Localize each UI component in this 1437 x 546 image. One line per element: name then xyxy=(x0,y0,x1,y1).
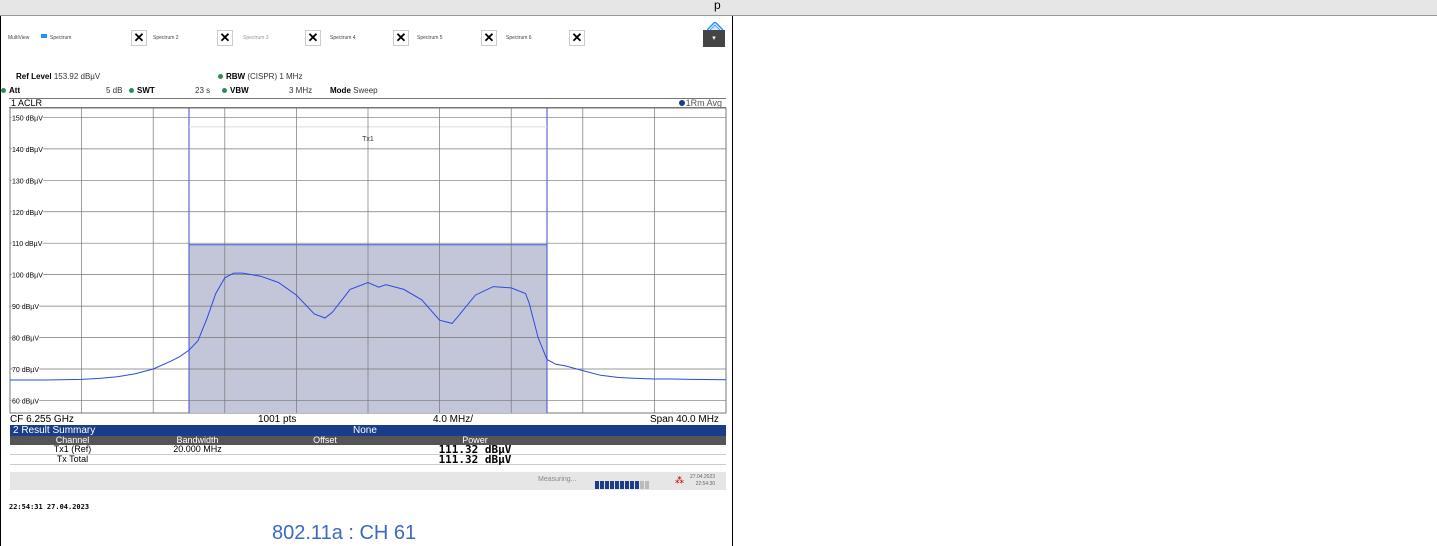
column-header: Offset xyxy=(260,436,390,445)
ref-level: Ref Level 153.92 dBµV xyxy=(16,72,101,81)
channel-cell: Tx1 (Ref) xyxy=(10,445,135,455)
sweep-points: 1001 pts xyxy=(258,414,297,425)
window-title: p xyxy=(714,0,721,12)
swt-value: 23 s xyxy=(195,86,211,95)
coupled-indicator-icon xyxy=(222,88,227,94)
progress-segment xyxy=(640,481,644,489)
table-row: Tx Total 111.32 dBµV xyxy=(10,454,726,465)
vbw-setting[interactable]: VBW xyxy=(222,86,249,95)
mode-setting[interactable]: Mode Sweep xyxy=(330,86,378,95)
rbw-setting[interactable]: RBW (CISPR) 1 MHz xyxy=(218,72,302,81)
bandwidth-cell: 20.000 MHz xyxy=(135,445,260,455)
result-summary-title: 2 Result Summary xyxy=(13,425,96,436)
column-header: Channel xyxy=(10,436,135,445)
channel-caption: 802.11a : CH 61 xyxy=(272,522,417,544)
power-cell: 111.32 dBµV xyxy=(390,454,560,465)
table-row: Tx1 (Ref) 20.000 MHz 111.32 dBµV xyxy=(10,444,726,455)
progress-segment xyxy=(630,481,634,489)
y-tick-label: 120 dBµV xyxy=(12,210,43,217)
channel-label: Tx1 xyxy=(362,136,374,143)
y-tick-label: 140 dBµV xyxy=(12,147,43,154)
att-value: 5 dB xyxy=(106,86,123,95)
progress-segment xyxy=(595,481,599,489)
frequency-per-division: 4.0 MHz/ xyxy=(433,414,474,425)
title-bar: p xyxy=(0,0,1437,16)
y-tick-label: 130 dBµV xyxy=(12,178,43,185)
column-header-blank xyxy=(560,436,726,445)
tab-spectrum-5[interactable]: Spectrum 5 xyxy=(417,35,443,41)
vbw-value: 3 MHz xyxy=(289,86,313,95)
status-bar: Measuring... ⁂ 27.04.2023 22:54:30 xyxy=(10,472,726,490)
tab-spectrum[interactable]: Spectrum xyxy=(50,35,72,41)
spectrum-tab-icon xyxy=(41,34,47,38)
screenshot-timestamp: 22:54:31 27.04.2023 xyxy=(9,503,90,511)
close-tab-icon[interactable]: ✕ xyxy=(481,30,497,46)
center-frequency: CF 6.255 GHz xyxy=(10,414,74,425)
offset-cell xyxy=(260,445,390,455)
progress-segment xyxy=(625,481,629,489)
channel-cell: Tx Total xyxy=(10,454,135,465)
tab-spectrum-6[interactable]: Spectrum 6 xyxy=(506,35,532,41)
result-summary-header: 2 Result Summary None xyxy=(10,425,726,436)
sweep-progress-bar xyxy=(595,476,650,489)
y-tick-label: 90 dBµV xyxy=(12,304,39,311)
coupled-indicator-icon xyxy=(1,88,6,94)
spectrum-plot: 150 dBµV 140 dBµV 130 dBµV 120 dBµV 110 dBµV… xyxy=(9,107,727,414)
column-header: Bandwidth xyxy=(135,436,260,445)
close-tab-icon[interactable]: ✕ xyxy=(393,30,409,46)
progress-segment xyxy=(610,481,614,489)
coupled-indicator-icon xyxy=(218,74,223,80)
progress-segment xyxy=(645,481,649,489)
close-tab-icon[interactable]: ✕ xyxy=(217,30,233,46)
offset-cell xyxy=(260,454,390,465)
y-tick-label: 80 dBµV xyxy=(12,336,39,343)
y-tick-label: 110 dBµV xyxy=(12,241,43,248)
tab-spectrum-4[interactable]: Spectrum 4 xyxy=(330,35,356,41)
measuring-status: Measuring... xyxy=(538,476,577,483)
aclr-window-title: 1 ACLR xyxy=(11,98,43,108)
tab-multiview[interactable]: MultiView xyxy=(8,35,30,41)
table-header-row: Channel Bandwidth Offset Power xyxy=(10,436,726,445)
swt-setting[interactable]: SWT xyxy=(129,86,155,95)
progress-segment xyxy=(615,481,619,489)
att-setting[interactable]: Att xyxy=(1,86,20,95)
progress-segment xyxy=(620,481,624,489)
result-summary-subtitle: None xyxy=(353,425,377,436)
trace-label: 1Rm Avg xyxy=(678,99,722,108)
y-tick-label: 60 dBµV xyxy=(12,398,39,405)
tab-dropdown-button[interactable]: ▾ xyxy=(703,30,725,47)
y-tick-label: 100 dBµV xyxy=(12,273,43,280)
result-summary-table: Channel Bandwidth Offset Power Tx1 (Ref)… xyxy=(10,436,726,465)
network-warning-icon: ⁂ xyxy=(675,475,684,485)
trace-dot-icon xyxy=(678,100,685,106)
close-tab-icon[interactable]: ✕ xyxy=(569,30,585,46)
column-header: Power xyxy=(390,436,560,445)
close-tab-icon[interactable]: ✕ xyxy=(131,30,147,46)
measurement-tabs: MultiView Spectrum ✕ Spectrum 2 ✕ Spectr… xyxy=(8,30,728,49)
y-tick-label: 70 dBµV xyxy=(12,367,39,374)
status-datetime: 27.04.2023 22:54:30 xyxy=(690,474,716,487)
span: Span 40.0 MHz xyxy=(650,414,719,425)
tab-spectrum-3[interactable]: Spectrum 3 xyxy=(243,35,269,41)
close-tab-icon[interactable]: ✕ xyxy=(305,30,321,46)
power-cell: 111.32 dBµV xyxy=(390,444,560,455)
progress-segment xyxy=(600,481,604,489)
coupled-indicator-icon xyxy=(129,88,134,94)
progress-segment xyxy=(605,481,609,489)
progress-segment xyxy=(635,481,639,489)
bandwidth-cell xyxy=(135,454,260,465)
tab-spectrum-2[interactable]: Spectrum 2 xyxy=(153,35,179,41)
y-tick-label: 150 dBµV xyxy=(12,115,43,122)
spectrum-trace xyxy=(10,272,727,381)
